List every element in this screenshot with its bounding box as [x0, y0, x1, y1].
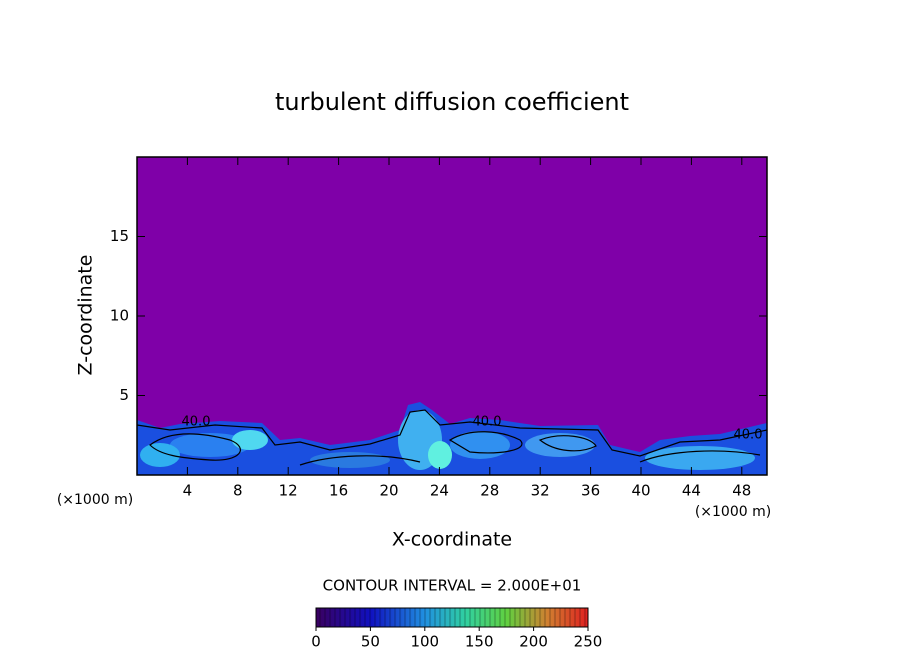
contour-label: 40.0	[182, 415, 211, 430]
x-tick-label: 36	[581, 482, 600, 500]
y-tick-label: 5	[119, 386, 129, 404]
x-tick-label: 16	[329, 482, 348, 500]
x-tick-label: 48	[732, 482, 751, 500]
colorbar-tick-label: 50	[361, 633, 380, 651]
y-unit: (×1000 m)	[57, 492, 133, 508]
x-tick-label: 24	[430, 482, 449, 500]
x-tick-label: 40	[631, 482, 650, 500]
colorbar-tick-label: 100	[410, 633, 439, 651]
colorbar-tick-label: 250	[574, 633, 603, 651]
contour-label: 40.0	[734, 428, 763, 443]
contour-field	[136, 157, 768, 475]
y-axis-label: Z-coordinate	[75, 255, 97, 376]
y-tick-label: 10	[110, 307, 129, 325]
colorbar-tick-label: 150	[465, 633, 494, 651]
colorbar-tick-label: 200	[519, 633, 548, 651]
colorbar-tick-label: 0	[311, 633, 321, 651]
y-tick-label: 15	[110, 227, 129, 245]
x-tick-label: 4	[183, 482, 193, 500]
colorbar	[315, 607, 589, 628]
x-axis-label: X-coordinate	[392, 529, 512, 551]
x-tick-label: 8	[233, 482, 243, 500]
x-unit: (×1000 m)	[695, 504, 771, 520]
x-tick-label: 44	[682, 482, 701, 500]
x-tick-label: 32	[531, 482, 550, 500]
x-tick-label: 12	[279, 482, 298, 500]
contour-interval: CONTOUR INTERVAL = 2.000E+01	[323, 577, 582, 595]
x-tick-label: 20	[379, 482, 398, 500]
contour-label: 40.0	[473, 415, 502, 430]
x-tick-label: 28	[480, 482, 499, 500]
chart-title: turbulent diffusion coefficient	[275, 88, 629, 116]
